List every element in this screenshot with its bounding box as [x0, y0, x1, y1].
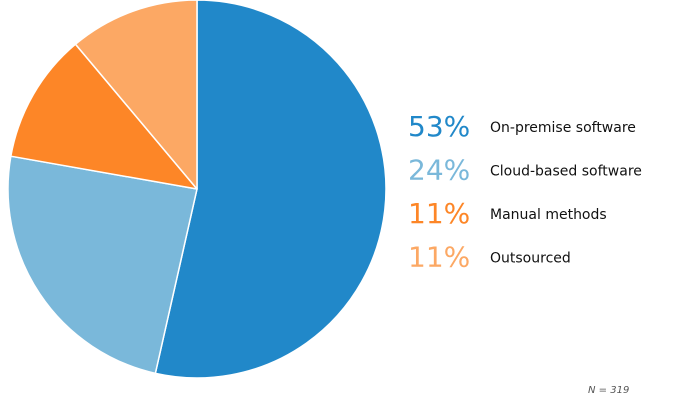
pie-slice-on-premise-software — [154, 0, 387, 379]
legend-value-on-premise-software: 53% — [408, 110, 470, 143]
sample-size-note: N = 319 — [588, 385, 629, 396]
pie-slices — [7, 0, 387, 379]
legend: 53% On-premise software 24% Cloud-based sof… — [408, 110, 642, 274]
legend-label-cloud-based-software: Cloud-based software — [490, 164, 642, 180]
pie-slice-cloud-based-software — [7, 155, 198, 375]
legend-label-on-premise-software: On-premise software — [490, 120, 636, 136]
legend-label-manual-methods: Manual methods — [490, 207, 607, 223]
pie-slice-manual-methods — [10, 43, 198, 190]
legend-value-outsourced: 11% — [408, 241, 470, 274]
pie-slice-outsourced — [74, 0, 198, 190]
legend-value-manual-methods: 11% — [408, 197, 470, 230]
legend-label-outsourced: Outsourced — [490, 251, 571, 267]
legend-value-cloud-based-software: 24% — [408, 154, 470, 187]
